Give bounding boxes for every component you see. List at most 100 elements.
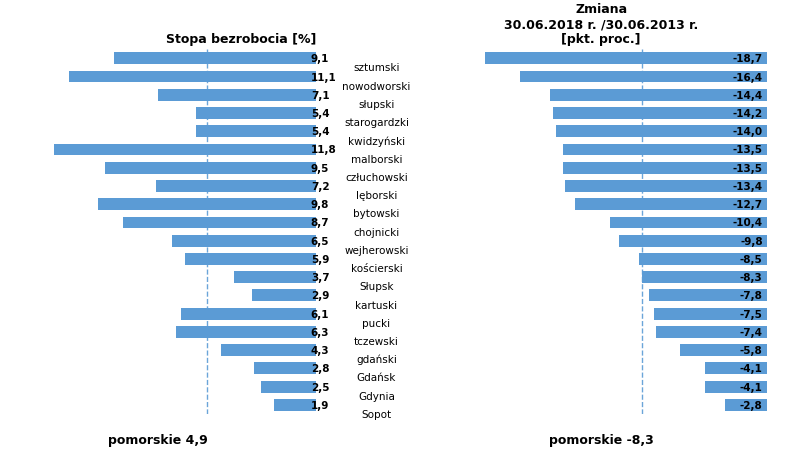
Text: wejherowski: wejherowski xyxy=(344,245,409,255)
Text: -13,5: -13,5 xyxy=(732,145,763,155)
Text: -7,5: -7,5 xyxy=(740,309,763,319)
Text: 5,9: 5,9 xyxy=(311,254,329,264)
Bar xyxy=(196,126,316,138)
Text: 11,1: 11,1 xyxy=(311,72,337,82)
Text: tczewski: tczewski xyxy=(354,336,399,346)
Text: 7,1: 7,1 xyxy=(311,91,330,101)
Bar xyxy=(654,308,767,320)
Text: chojnicki: chojnicki xyxy=(354,227,399,237)
Text: Sopot: Sopot xyxy=(361,409,392,419)
Bar xyxy=(485,53,767,65)
Bar xyxy=(196,108,316,120)
Bar xyxy=(563,162,767,174)
Text: -8,3: -8,3 xyxy=(740,273,763,283)
Text: Stopa bezrobocia [%]: Stopa bezrobocia [%] xyxy=(166,33,316,46)
Bar xyxy=(176,326,316,338)
Bar xyxy=(172,235,316,247)
Text: bytowski: bytowski xyxy=(354,209,399,219)
Text: -8,5: -8,5 xyxy=(740,254,763,264)
Text: lęborski: lęborski xyxy=(356,191,397,201)
Bar xyxy=(656,326,767,338)
Bar xyxy=(261,381,316,393)
Text: -13,4: -13,4 xyxy=(732,182,763,192)
Text: -2,8: -2,8 xyxy=(740,400,763,410)
Text: 9,1: 9,1 xyxy=(311,54,329,64)
Text: 5,4: 5,4 xyxy=(311,127,330,137)
Bar xyxy=(180,308,316,320)
Text: 7,2: 7,2 xyxy=(311,182,330,192)
Bar xyxy=(520,71,767,83)
Text: -14,0: -14,0 xyxy=(732,127,763,137)
Text: pomorskie 4,9: pomorskie 4,9 xyxy=(108,433,208,446)
Bar xyxy=(649,290,767,302)
Text: -10,4: -10,4 xyxy=(732,218,763,228)
Text: 2,5: 2,5 xyxy=(311,382,329,392)
Text: -4,1: -4,1 xyxy=(740,364,763,374)
Bar xyxy=(553,108,767,120)
Text: -7,8: -7,8 xyxy=(740,291,763,301)
Bar xyxy=(70,71,316,83)
Bar xyxy=(725,399,767,411)
Text: -5,8: -5,8 xyxy=(740,345,763,355)
Text: 8,7: 8,7 xyxy=(311,218,330,228)
Text: kartuski: kartuski xyxy=(355,300,398,310)
Text: -14,2: -14,2 xyxy=(732,109,763,119)
Text: -18,7: -18,7 xyxy=(732,54,763,64)
Text: pomorskie -8,3: pomorskie -8,3 xyxy=(549,433,653,446)
Bar xyxy=(706,363,767,374)
Text: sztumski: sztumski xyxy=(354,63,399,73)
Bar xyxy=(234,272,316,283)
Bar xyxy=(274,399,316,411)
Text: 9,5: 9,5 xyxy=(311,163,329,173)
Text: człuchowski: człuchowski xyxy=(345,172,408,182)
Bar xyxy=(642,272,767,283)
Text: 2,9: 2,9 xyxy=(311,291,329,301)
Bar xyxy=(706,381,767,393)
Bar xyxy=(576,199,767,211)
Text: pucki: pucki xyxy=(362,318,391,328)
Text: kościerski: kościerski xyxy=(350,263,403,273)
Text: -4,1: -4,1 xyxy=(740,382,763,392)
Text: 2,8: 2,8 xyxy=(311,364,329,374)
Bar xyxy=(252,290,316,302)
Text: -12,7: -12,7 xyxy=(732,200,763,210)
Bar xyxy=(221,344,316,356)
Bar xyxy=(254,363,316,374)
Bar xyxy=(679,344,767,356)
Bar xyxy=(619,235,767,247)
Text: 9,8: 9,8 xyxy=(311,200,329,210)
Text: -14,4: -14,4 xyxy=(732,91,763,101)
Text: 3,7: 3,7 xyxy=(311,273,330,283)
Text: -7,4: -7,4 xyxy=(740,327,763,337)
Text: 1,9: 1,9 xyxy=(311,400,329,410)
Bar xyxy=(550,90,767,101)
Bar xyxy=(639,253,767,265)
Text: 6,3: 6,3 xyxy=(311,327,329,337)
Bar xyxy=(54,144,316,156)
Text: 4,3: 4,3 xyxy=(311,345,330,355)
Text: malborski: malborski xyxy=(350,154,403,164)
Bar xyxy=(114,53,316,65)
Bar xyxy=(98,199,316,211)
Text: starogardzki: starogardzki xyxy=(344,118,409,128)
Bar xyxy=(156,181,316,192)
Text: 6,5: 6,5 xyxy=(311,236,329,246)
Text: -16,4: -16,4 xyxy=(732,72,763,82)
Text: -9,8: -9,8 xyxy=(740,236,763,246)
Title: Zmiana
30.06.2018 r. /30.06.2013 r.
[pkt. proc.]: Zmiana 30.06.2018 r. /30.06.2013 r. [pkt… xyxy=(504,3,698,46)
Text: 11,8: 11,8 xyxy=(311,145,337,155)
Text: słupski: słupski xyxy=(358,100,395,110)
Text: kwidzyński: kwidzyński xyxy=(348,136,405,147)
Bar xyxy=(610,217,767,229)
Text: -13,5: -13,5 xyxy=(732,163,763,173)
Bar xyxy=(563,144,767,156)
Bar xyxy=(556,126,767,138)
Bar xyxy=(565,181,767,192)
Text: Gdańsk: Gdańsk xyxy=(357,373,396,383)
Bar xyxy=(105,162,316,174)
Text: Słupsk: Słupsk xyxy=(359,282,394,292)
Text: Gdynia: Gdynia xyxy=(358,391,395,401)
Bar xyxy=(158,90,316,101)
Bar xyxy=(123,217,316,229)
Text: 5,4: 5,4 xyxy=(311,109,330,119)
